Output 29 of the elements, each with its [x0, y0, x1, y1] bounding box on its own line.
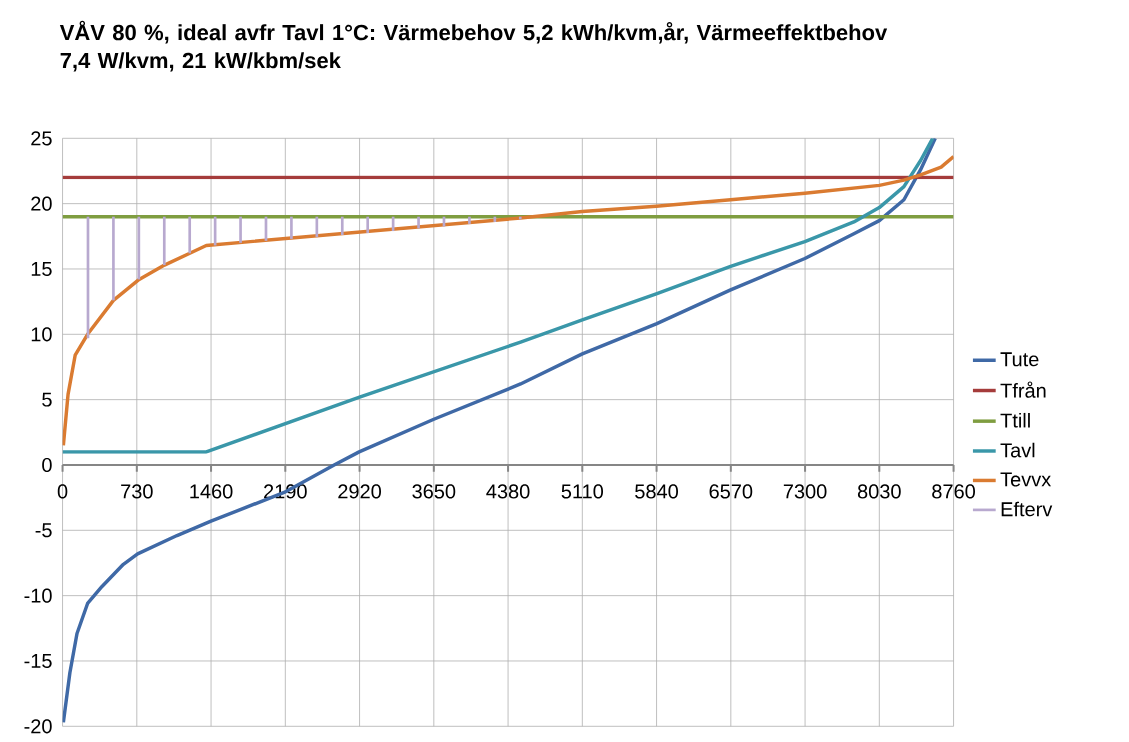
x-tick-label: 8760 [932, 484, 975, 499]
legend-label: Efterv [1001, 501, 1053, 517]
y-tick-label: -5 [35, 523, 52, 538]
x-tick-label: 7300 [783, 484, 827, 499]
y-tick-label: 20 [31, 196, 52, 211]
y-tick-label: -20 [24, 719, 52, 734]
legend-label: Tfrån [1000, 381, 1046, 398]
legend-label: Tute [1000, 352, 1039, 367]
y-tick-label: -15 [24, 653, 52, 668]
legend-label: Tavl [1000, 442, 1035, 458]
x-tick-label: 5840 [635, 484, 678, 499]
x-tick-label: 5110 [561, 484, 604, 499]
x-tick-label: 1460 [190, 484, 233, 499]
y-tick-label: -10 [24, 588, 52, 603]
legend-label: Tevvx [1000, 472, 1052, 487]
legend-label: Ttill [1000, 412, 1030, 428]
y-tick-label: 0 [42, 457, 52, 473]
y-tick-label: 5 [42, 392, 52, 407]
x-tick-label: 730 [121, 484, 153, 499]
x-tick-label: 2920 [338, 484, 382, 499]
x-tick-label: 0 [57, 484, 68, 499]
y-tick-label: 25 [31, 131, 52, 146]
x-tick-label: 4380 [486, 484, 530, 499]
x-tick-label: 3650 [412, 484, 456, 499]
y-tick-label: 15 [31, 262, 52, 276]
chart-title: VÅV 80 %, ideal avfr Tavl 1°C: Värmebehov 5,2 kWh/kvm,år, Värmeeffektbehov 7,4 W/kvm, 21 kW/kbm/sek [59, 20, 888, 72]
y-tick-label: 10 [31, 327, 52, 342]
x-tick-label: 6570 [709, 484, 753, 499]
x-tick-label: 8030 [857, 484, 901, 499]
